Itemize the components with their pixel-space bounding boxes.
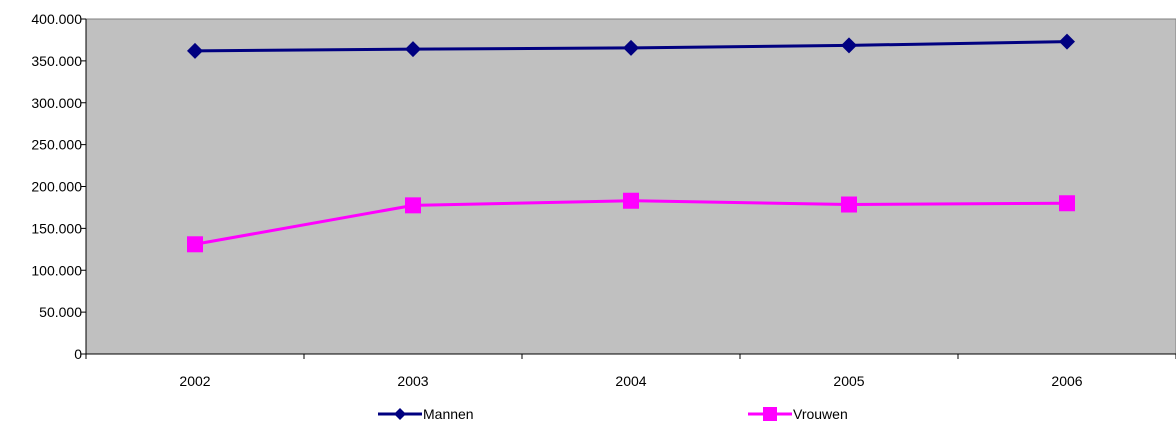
- y-tick-label: 350.000: [31, 53, 82, 69]
- legend-marker-mannen: [394, 408, 406, 420]
- x-tick-label: 2006: [1051, 373, 1082, 389]
- y-tick-label: 150.000: [31, 220, 82, 236]
- legend: Mannen Vrouwen: [378, 406, 848, 422]
- series-layer: [187, 33, 1075, 253]
- y-tick-label: 100.000: [31, 262, 82, 278]
- x-tick-label: 2003: [397, 373, 428, 389]
- data-point-mannen: [841, 37, 857, 54]
- data-point-vrouwen: [1059, 195, 1075, 212]
- data-point-vrouwen: [405, 197, 421, 214]
- y-tick-label: 400.000: [31, 11, 82, 27]
- legend-label-mannen: Mannen: [423, 406, 474, 422]
- x-tick-label: 2002: [179, 373, 210, 389]
- data-point-vrouwen: [841, 196, 857, 213]
- x-tick-label: 2005: [833, 373, 864, 389]
- y-tick-label: 0: [74, 346, 82, 362]
- data-point-vrouwen: [623, 192, 639, 209]
- legend-item-mannen: Mannen: [378, 406, 474, 422]
- y-tick-label: 200.000: [31, 179, 82, 195]
- legend-label-vrouwen: Vrouwen: [793, 406, 848, 422]
- series-vrouwen: [187, 192, 1075, 253]
- data-point-mannen: [623, 39, 639, 56]
- axes: 0 50.000 100.000 150.000 200.000 250.000 300.0…: [31, 11, 1176, 389]
- data-point-mannen: [187, 42, 203, 59]
- legend-item-vrouwen: Vrouwen: [748, 406, 848, 422]
- data-point-mannen: [1059, 33, 1075, 50]
- y-tick-label: 250.000: [31, 137, 82, 153]
- data-point-vrouwen: [187, 236, 203, 253]
- y-tick-label: 50.000: [39, 304, 82, 320]
- plot-area: [85, 18, 1176, 355]
- y-tick-label: 300.000: [31, 95, 82, 111]
- x-tick-label: 2004: [615, 373, 646, 389]
- series-mannen: [187, 33, 1075, 59]
- data-point-mannen: [405, 41, 421, 58]
- legend-marker-vrouwen: [763, 407, 777, 421]
